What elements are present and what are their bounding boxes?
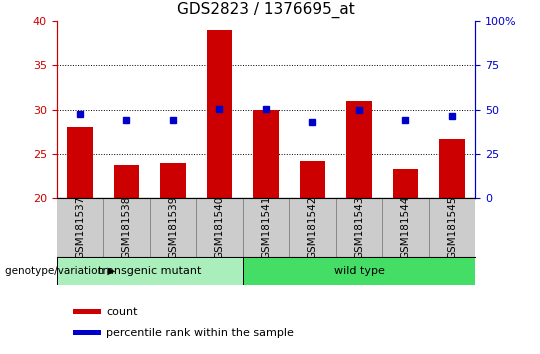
Bar	[346, 101, 372, 198]
Text: GSM181539: GSM181539	[168, 196, 178, 259]
Text: GSM181538: GSM181538	[122, 196, 131, 259]
Text: percentile rank within the sample: percentile rank within the sample	[106, 328, 294, 338]
Bar	[393, 169, 418, 198]
Text: GSM181545: GSM181545	[447, 196, 457, 259]
Bar	[67, 127, 93, 198]
Text: GSM181544: GSM181544	[401, 196, 410, 259]
Text: transgenic mutant: transgenic mutant	[98, 266, 201, 276]
Bar	[160, 163, 186, 198]
Bar	[57, 257, 242, 285]
Bar	[439, 139, 465, 198]
Bar	[242, 257, 475, 285]
Text: GSM181543: GSM181543	[354, 196, 364, 259]
Text: wild type: wild type	[334, 266, 384, 276]
Bar	[73, 330, 101, 335]
Text: GSM181537: GSM181537	[75, 196, 85, 259]
Text: GSM181540: GSM181540	[214, 196, 225, 259]
Text: count: count	[106, 307, 138, 316]
Text: GSM181541: GSM181541	[261, 196, 271, 259]
Bar	[300, 161, 325, 198]
Bar	[253, 110, 279, 198]
Title: GDS2823 / 1376695_at: GDS2823 / 1376695_at	[177, 2, 355, 18]
Bar	[113, 165, 139, 198]
Text: GSM181542: GSM181542	[307, 196, 318, 259]
Bar	[73, 309, 101, 314]
Bar	[207, 30, 232, 198]
Text: genotype/variation ▶: genotype/variation ▶	[5, 266, 116, 276]
